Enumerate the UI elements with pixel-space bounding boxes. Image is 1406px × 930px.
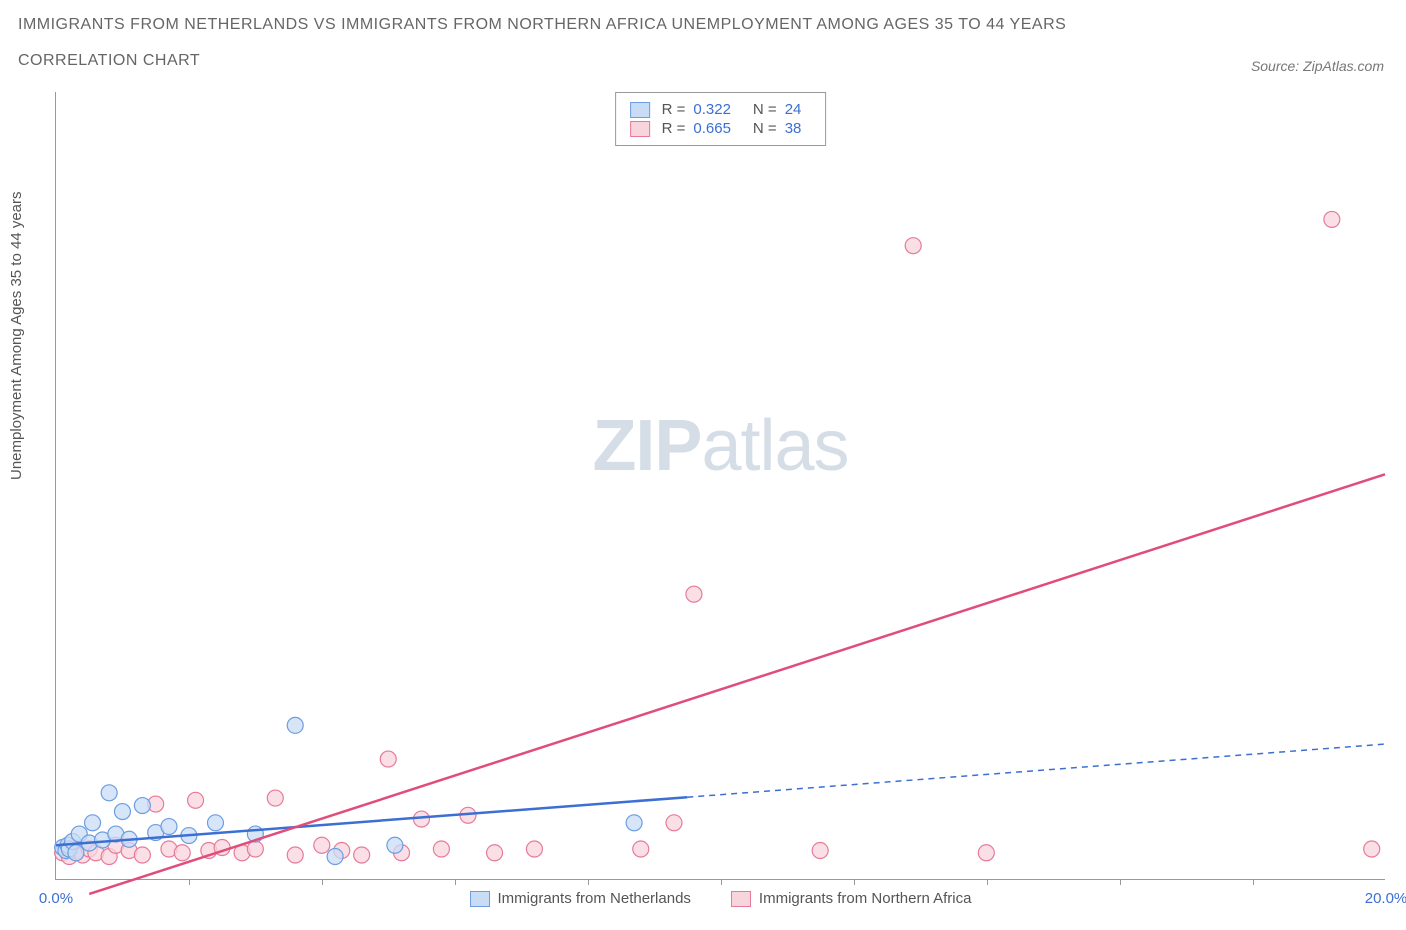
data-point-africa bbox=[812, 843, 828, 859]
legend-label-netherlands: Immigrants from Netherlands bbox=[498, 890, 691, 907]
legend-stats: R = 0.322 N = 24 R = 0.665 N = 38 bbox=[615, 92, 827, 146]
legend-stats-row-netherlands: R = 0.322 N = 24 bbox=[630, 101, 812, 118]
swatch-africa bbox=[630, 121, 650, 137]
n-label: N = bbox=[753, 120, 777, 137]
x-tick-mark bbox=[1120, 879, 1121, 885]
x-tick-label: 20.0% bbox=[1365, 890, 1406, 907]
trend-line-africa bbox=[89, 474, 1385, 894]
r-label: R = bbox=[662, 120, 686, 137]
data-point-africa bbox=[134, 847, 150, 863]
swatch-netherlands bbox=[470, 891, 490, 907]
legend-stats-row-africa: R = 0.665 N = 38 bbox=[630, 120, 812, 137]
data-point-africa bbox=[267, 790, 283, 806]
data-point-netherlands bbox=[161, 819, 177, 835]
data-point-africa bbox=[188, 792, 204, 808]
chart-svg bbox=[56, 92, 1385, 879]
x-tick-mark bbox=[189, 879, 190, 885]
r-value-africa: 0.665 bbox=[693, 120, 731, 137]
data-point-netherlands bbox=[68, 845, 84, 861]
data-point-netherlands bbox=[101, 785, 117, 801]
legend-label-africa: Immigrants from Northern Africa bbox=[759, 890, 972, 907]
data-point-africa bbox=[314, 837, 330, 853]
data-point-africa bbox=[1364, 841, 1380, 857]
r-value-netherlands: 0.322 bbox=[693, 101, 731, 118]
x-tick-mark bbox=[322, 879, 323, 885]
n-value-africa: 38 bbox=[785, 120, 802, 137]
legend-series: Immigrants from Netherlands Immigrants f… bbox=[470, 890, 972, 907]
x-tick-mark bbox=[588, 879, 589, 885]
data-point-africa bbox=[905, 238, 921, 254]
data-point-africa bbox=[174, 845, 190, 861]
source-attribution: Source: ZipAtlas.com bbox=[1251, 58, 1384, 74]
data-point-netherlands bbox=[114, 804, 130, 820]
data-point-africa bbox=[433, 841, 449, 857]
x-tick-mark bbox=[1253, 879, 1254, 885]
plot-area: ZIPatlas R = 0.322 N = 24 R = 0.665 N = … bbox=[55, 92, 1385, 880]
data-point-africa bbox=[287, 847, 303, 863]
legend-item-africa: Immigrants from Northern Africa bbox=[731, 890, 972, 907]
title-line-2: CORRELATION CHART bbox=[18, 52, 1066, 70]
title-block: IMMIGRANTS FROM NETHERLANDS VS IMMIGRANT… bbox=[18, 16, 1066, 88]
y-axis-label: Unemployment Among Ages 35 to 44 years bbox=[8, 191, 25, 480]
title-line-1: IMMIGRANTS FROM NETHERLANDS VS IMMIGRANT… bbox=[18, 16, 1066, 34]
x-tick-mark bbox=[987, 879, 988, 885]
x-tick-mark bbox=[721, 879, 722, 885]
data-point-africa bbox=[978, 845, 994, 861]
trend-line-dashed-netherlands bbox=[687, 744, 1385, 797]
r-label: R = bbox=[662, 101, 686, 118]
data-point-africa bbox=[247, 841, 263, 857]
data-point-africa bbox=[354, 847, 370, 863]
n-value-netherlands: 24 bbox=[785, 101, 802, 118]
data-point-netherlands bbox=[85, 815, 101, 831]
data-point-netherlands bbox=[327, 849, 343, 865]
data-point-africa bbox=[487, 845, 503, 861]
swatch-africa bbox=[731, 891, 751, 907]
data-point-africa bbox=[1324, 211, 1340, 227]
legend-item-netherlands: Immigrants from Netherlands bbox=[470, 890, 691, 907]
n-label: N = bbox=[753, 101, 777, 118]
data-point-netherlands bbox=[626, 815, 642, 831]
data-point-netherlands bbox=[207, 815, 223, 831]
data-point-netherlands bbox=[287, 717, 303, 733]
x-tick-mark bbox=[455, 879, 456, 885]
swatch-netherlands bbox=[630, 102, 650, 118]
data-point-africa bbox=[666, 815, 682, 831]
x-tick-mark bbox=[854, 879, 855, 885]
x-tick-label: 0.0% bbox=[39, 890, 73, 907]
data-point-africa bbox=[380, 751, 396, 767]
data-point-netherlands bbox=[387, 837, 403, 853]
data-point-africa bbox=[526, 841, 542, 857]
data-point-netherlands bbox=[134, 798, 150, 814]
data-point-africa bbox=[686, 586, 702, 602]
data-point-africa bbox=[633, 841, 649, 857]
